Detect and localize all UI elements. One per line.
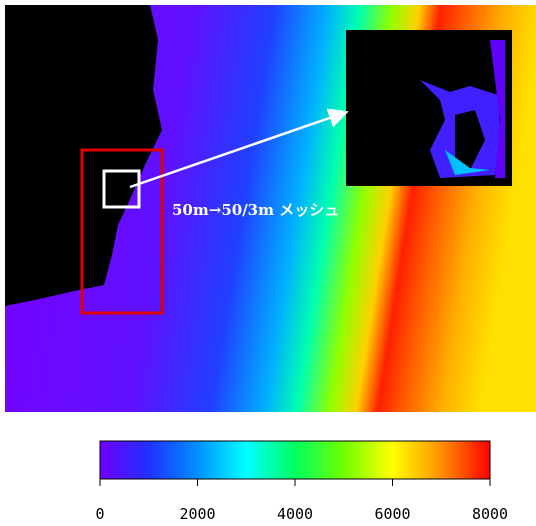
colorbar: 0 2000 4000 6000 8000 [95, 440, 508, 523]
tick-label: 8000 [472, 505, 508, 523]
tick-label: 4000 [277, 505, 313, 523]
annotation: 50m→50/3m メッシュ [172, 201, 339, 219]
inset-island [455, 110, 485, 170]
arrow [129, 108, 349, 189]
region-box [80, 148, 164, 315]
colorbar-bar [99, 440, 491, 480]
inset-frame [346, 30, 512, 186]
inset-sea [490, 40, 505, 178]
map: 50m→50/3m メッシュ [5, 5, 536, 412]
tick-label: 2000 [179, 505, 215, 523]
tick-label: 6000 [374, 505, 410, 523]
tick-label: 0 [95, 505, 104, 523]
inset-shallow [445, 150, 490, 175]
zoom-box [102, 169, 141, 209]
